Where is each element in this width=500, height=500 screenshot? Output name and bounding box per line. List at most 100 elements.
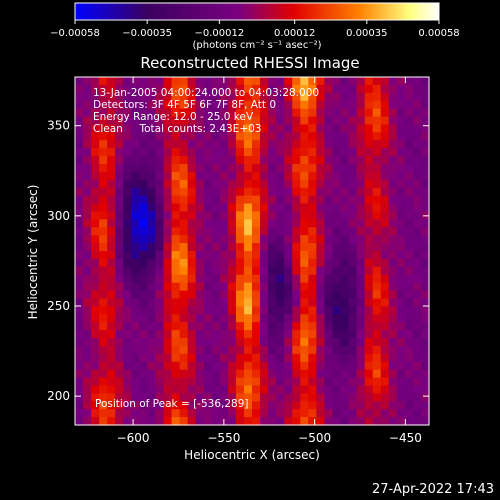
- heatmap-cell: [260, 266, 269, 276]
- heatmap-cell: [252, 77, 261, 86]
- heatmap-cell: [388, 251, 398, 260]
- heatmap-cell: [171, 353, 181, 363]
- heatmap-cell: [123, 282, 132, 292]
- heatmap-cell: [348, 282, 358, 292]
- heatmap-cell: [284, 251, 293, 260]
- heatmap-cell: [227, 274, 237, 284]
- heatmap-cell: [260, 298, 269, 307]
- heatmap-cell: [420, 385, 430, 394]
- heatmap-cell: [332, 274, 342, 284]
- colorbar-tick-label: −0.00012: [194, 28, 244, 39]
- heatmap-cell: [227, 290, 237, 300]
- heatmap-cell: [340, 409, 350, 418]
- heatmap-cell: [388, 353, 398, 363]
- heatmap-cell: [219, 124, 229, 133]
- heatmap-cell: [300, 306, 309, 315]
- heatmap-cell: [83, 417, 92, 426]
- heatmap-cell: [243, 227, 253, 236]
- heatmap-cell: [260, 409, 269, 418]
- heatmap-cell: [219, 298, 229, 307]
- heatmap-cell: [91, 77, 100, 86]
- heatmap-cell: [211, 338, 221, 347]
- heatmap-cell: [227, 282, 237, 292]
- heatmap-cell: [195, 164, 205, 173]
- heatmap-cell: [187, 77, 197, 86]
- heatmap-cell: [316, 84, 326, 94]
- heatmap-cell: [91, 338, 100, 347]
- heatmap-cell: [83, 148, 92, 157]
- heatmap-cell: [123, 409, 132, 418]
- heatmap-cell: [107, 409, 116, 418]
- heatmap-cell: [388, 401, 398, 410]
- heatmap-cell: [324, 290, 334, 300]
- heatmap-cell: [187, 179, 197, 189]
- heatmap-cell: [412, 195, 422, 205]
- heatmap-cell: [147, 377, 157, 387]
- heatmap-cell: [195, 282, 205, 292]
- heatmap-cell: [155, 132, 165, 141]
- heatmap-cell: [300, 156, 309, 165]
- heatmap-cell: [131, 77, 140, 86]
- heatmap-cell: [115, 369, 124, 379]
- heatmap-cell: [139, 179, 149, 189]
- heatmap-cell: [292, 124, 301, 133]
- heatmap-cell: [372, 298, 382, 307]
- heatmap-cell: [356, 338, 366, 347]
- heatmap-cell: [364, 164, 374, 173]
- heatmap-cell: [155, 353, 165, 363]
- heatmap-cell: [123, 377, 132, 387]
- heatmap-cell: [372, 92, 382, 102]
- heatmap-cell: [91, 377, 100, 387]
- heatmap-cell: [235, 393, 245, 402]
- heatmap-cell: [227, 171, 237, 181]
- heatmap-cell: [348, 369, 358, 379]
- heatmap-cell: [211, 298, 221, 307]
- heatmap-cell: [412, 140, 422, 149]
- heatmap-cell: [300, 100, 309, 110]
- heatmap-cell: [420, 124, 430, 133]
- heatmap-cell: [243, 100, 253, 110]
- heatmap-cell: [276, 140, 285, 149]
- heatmap-cell: [276, 77, 285, 86]
- heatmap-cell: [179, 203, 189, 213]
- heatmap-cell: [348, 235, 358, 244]
- heatmap-cell: [115, 385, 124, 394]
- heatmap-cell: [348, 306, 358, 315]
- heatmap-cell: [75, 282, 84, 292]
- heatmap-cell: [187, 164, 197, 173]
- heatmap-cell: [372, 108, 382, 118]
- heatmap-cell: [195, 385, 205, 394]
- heatmap-cell: [115, 116, 124, 126]
- heatmap-cell: [227, 124, 237, 133]
- heatmap-cell: [300, 417, 309, 426]
- heatmap-cell: [412, 377, 422, 387]
- heatmap-cell: [195, 84, 205, 94]
- heatmap-cell: [147, 409, 157, 418]
- heatmap-cell: [356, 353, 366, 363]
- heatmap-cell: [252, 369, 261, 379]
- heatmap-cell: [420, 203, 430, 213]
- heatmap-cell: [292, 251, 301, 260]
- heatmap-cell: [131, 171, 140, 181]
- heatmap-cell: [308, 171, 317, 181]
- heatmap-cell: [107, 361, 116, 371]
- heatmap-cell: [171, 171, 181, 181]
- heatmap-cell: [219, 227, 229, 236]
- heatmap-cell: [420, 219, 430, 228]
- heatmap-cell: [123, 361, 132, 371]
- heatmap-cell: [115, 77, 124, 86]
- heatmap-cell: [396, 385, 406, 394]
- heatmap-cell: [99, 298, 108, 307]
- heatmap-cell: [364, 258, 374, 268]
- heatmap-cell: [372, 187, 382, 197]
- heatmap-cell: [187, 243, 197, 252]
- heatmap-cell: [284, 361, 293, 371]
- heatmap-cell: [115, 227, 124, 236]
- heatmap-cell: [412, 251, 422, 260]
- heatmap-cell: [211, 409, 221, 418]
- heatmap-cell: [131, 164, 140, 173]
- heatmap-cell: [284, 266, 293, 276]
- heatmap-cell: [388, 235, 398, 244]
- heatmap-cell: [404, 401, 414, 410]
